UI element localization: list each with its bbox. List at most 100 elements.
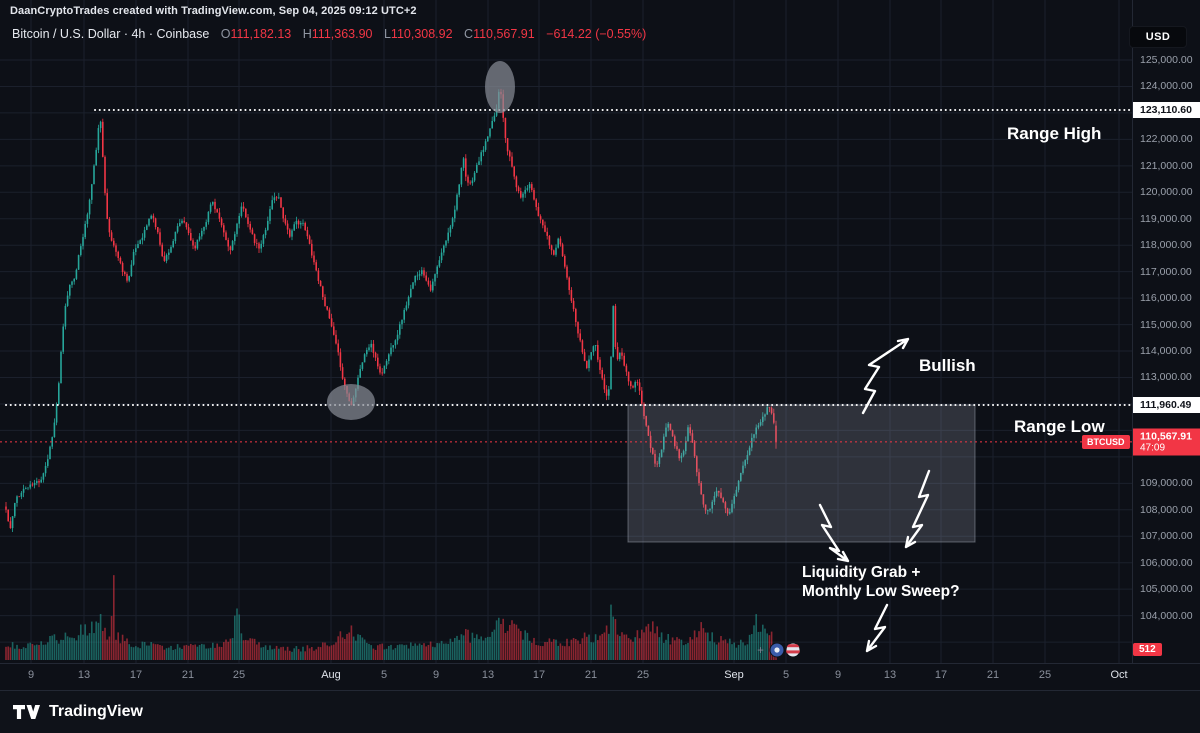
range-low-price-label: 111,960.49 — [1133, 396, 1200, 413]
candle-body — [291, 230, 293, 237]
candle-body — [614, 306, 617, 347]
candle-body — [60, 351, 62, 384]
candle-body — [220, 218, 223, 226]
volume-bar — [546, 642, 548, 660]
close-label: C — [464, 27, 474, 41]
candle-body — [755, 427, 757, 435]
volume-bar — [379, 644, 381, 660]
chart-canvas[interactable]: + — [0, 0, 1132, 663]
candle-body — [588, 359, 590, 369]
candle-body — [240, 206, 243, 216]
volume-bar — [20, 648, 23, 660]
candle-body — [55, 404, 58, 423]
volume-bar — [748, 634, 751, 660]
open-value: 111,182.13 — [230, 27, 292, 41]
volume-bar — [489, 636, 491, 660]
volume-bar — [579, 643, 581, 660]
candle-body — [242, 206, 245, 209]
candle-body — [733, 496, 735, 504]
hand-drawn-arrow — [818, 503, 850, 563]
candle-body — [135, 248, 137, 252]
volume-bar — [594, 634, 597, 660]
volume-bar — [469, 642, 471, 660]
volume-bar — [172, 649, 174, 660]
candle-body — [627, 371, 630, 382]
candle-body — [190, 232, 192, 241]
volume-bar — [212, 642, 214, 660]
candle-body — [707, 510, 709, 512]
candle-body — [73, 278, 75, 282]
currency-toggle-button[interactable]: USD — [1129, 26, 1187, 48]
candle-body — [643, 403, 645, 417]
candle-body — [308, 236, 311, 244]
time-tick-label: 9 — [432, 669, 440, 681]
volume-bar — [766, 633, 768, 660]
volume-bar — [429, 641, 432, 660]
volume-bar — [449, 638, 452, 660]
volume-bar — [227, 641, 229, 660]
volume-bar — [242, 640, 245, 660]
candle-body — [766, 407, 768, 415]
volume-bar — [704, 632, 707, 660]
candle-body — [289, 229, 291, 237]
volume-bar — [643, 632, 645, 660]
time-axis[interactable]: 9 13 17 21 25 Aug 5 9 13 17 21 25 Sep 5 9 13 17 21 25 Oct — [0, 663, 1132, 690]
volume-bar — [647, 623, 650, 660]
volume-bar — [601, 633, 603, 660]
volume-bar — [77, 635, 80, 660]
volume-bar — [192, 645, 194, 660]
candle-body — [663, 436, 665, 450]
candle-body — [141, 237, 144, 241]
volume-bar — [95, 621, 97, 660]
candle-body — [71, 281, 73, 285]
volume-bar — [724, 639, 727, 660]
volume-bar — [669, 644, 672, 660]
volume-bar — [403, 645, 405, 660]
volume-bar — [256, 644, 258, 660]
volume-bar — [121, 634, 124, 660]
volume-bar — [225, 639, 227, 660]
low-label: L — [383, 27, 391, 41]
volume-bar — [124, 641, 126, 660]
price-axis[interactable]: 123,110.60 111,960.49 110,567.91 47:09 5… — [1132, 0, 1200, 663]
candle-body — [53, 422, 56, 438]
volume-bar — [674, 640, 676, 660]
volume-bar — [355, 640, 357, 660]
candle-body — [174, 231, 177, 242]
volume-bar — [194, 644, 196, 660]
volume-bar — [401, 644, 403, 660]
candle-body — [236, 223, 238, 235]
volume-bar — [216, 643, 218, 660]
volume-bar — [768, 635, 771, 660]
volume-bar — [146, 645, 148, 660]
volume-bar — [509, 625, 511, 660]
candle-body — [238, 215, 240, 224]
candle-body — [746, 455, 749, 461]
candle-body — [429, 284, 432, 291]
candle-body — [328, 309, 331, 319]
candle-body — [548, 235, 551, 246]
candle-body — [306, 230, 309, 237]
candle-body — [676, 446, 678, 450]
volume-bar — [524, 630, 526, 660]
volume-bar — [636, 630, 639, 660]
footer-brand[interactable]: TradingView — [49, 703, 143, 720]
candle-body — [146, 225, 148, 230]
candle-body — [201, 230, 203, 237]
candle-body — [427, 280, 430, 285]
volume-bar — [700, 622, 702, 660]
candle-body — [603, 378, 606, 390]
volume-bar — [143, 641, 146, 660]
volume-bar — [253, 638, 256, 660]
time-tick-label: 25 — [636, 669, 650, 681]
candle-body — [685, 441, 687, 452]
volume-bar — [605, 625, 608, 660]
candle-body — [390, 347, 392, 355]
price-tick-label: 116,000.00 — [1140, 292, 1192, 305]
time-tick-label: 17 — [532, 669, 546, 681]
volume-bar — [357, 634, 359, 660]
volume-bar — [163, 649, 166, 660]
price-tick-label: 124,000.00 — [1140, 80, 1193, 93]
tradingview-logo-icon[interactable] — [13, 704, 40, 720]
symbol-title[interactable]: Bitcoin / U.S. Dollar · 4h · Coinbase — [12, 27, 210, 41]
